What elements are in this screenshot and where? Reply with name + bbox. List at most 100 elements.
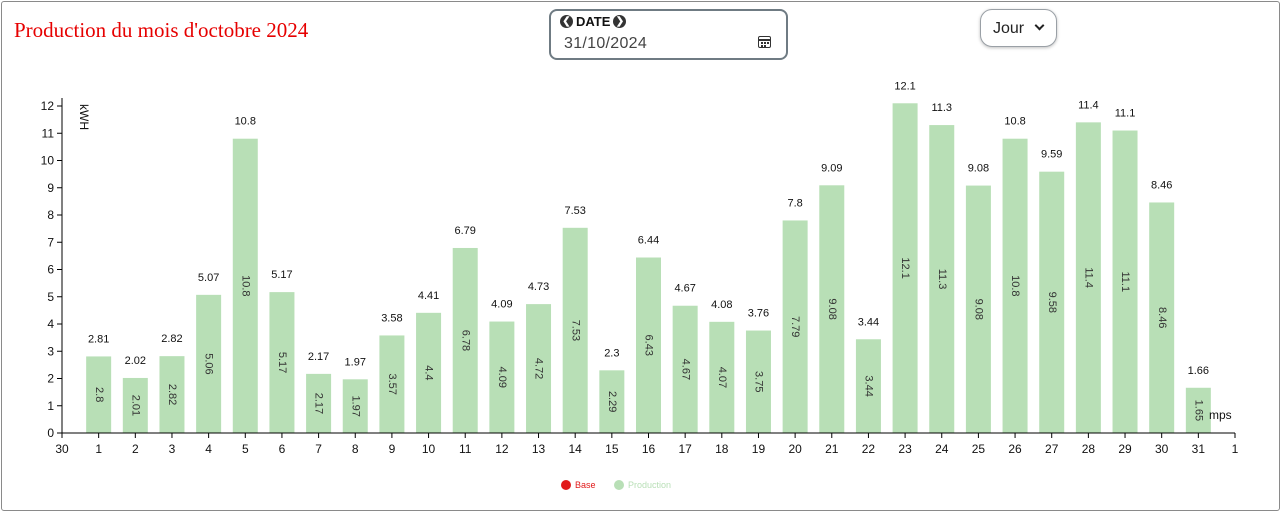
bar bbox=[1039, 171, 1065, 434]
bar bbox=[745, 330, 771, 433]
bar bbox=[1075, 122, 1101, 433]
bar-inner-label: 2.8 bbox=[93, 387, 105, 402]
bar-inner-label: 3.44 bbox=[863, 375, 875, 396]
bar-inner-label: 7.79 bbox=[789, 316, 801, 337]
bar bbox=[819, 185, 845, 433]
bar-value-label: 7.8 bbox=[787, 197, 802, 209]
x-tick-label: 25 bbox=[972, 442, 986, 456]
x-tick-label: 21 bbox=[825, 442, 839, 456]
x-tick-label: 30 bbox=[1155, 442, 1169, 456]
bar-value-label: 4.73 bbox=[528, 281, 549, 293]
bar-inner-label: 10.8 bbox=[239, 275, 251, 296]
x-tick-label: 13 bbox=[532, 442, 546, 456]
bar-value-label: 3.58 bbox=[381, 312, 402, 324]
bar-inner-label: 1.65 bbox=[1192, 400, 1204, 421]
x-tick-label: 22 bbox=[862, 442, 876, 456]
bar-value-label: 4.41 bbox=[418, 290, 439, 302]
bar-inner-label: 11.1 bbox=[1119, 271, 1131, 292]
bar-inner-label: 4.4 bbox=[423, 365, 435, 380]
calendar-icon[interactable] bbox=[758, 36, 771, 48]
bar-value-label: 4.08 bbox=[711, 299, 732, 311]
bar bbox=[269, 292, 295, 433]
y-tick-label: 8 bbox=[47, 208, 54, 222]
bar bbox=[1149, 202, 1175, 433]
bar-inner-label: 9.08 bbox=[826, 298, 838, 319]
bar-inner-label: 7.53 bbox=[569, 320, 581, 341]
date-input[interactable]: 31/10/2024 bbox=[564, 35, 648, 52]
bar-inner-label: 3.57 bbox=[386, 374, 398, 395]
x-tick-label: 27 bbox=[1045, 442, 1059, 456]
bar-inner-label: 6.78 bbox=[459, 330, 471, 351]
x-tick-label: 24 bbox=[935, 442, 949, 456]
bar bbox=[379, 335, 405, 433]
bar-inner-label: 11.3 bbox=[936, 269, 948, 290]
bar-value-label: 9.09 bbox=[821, 162, 842, 174]
x-tick-label: 11 bbox=[459, 442, 472, 456]
bar-value-label: 3.44 bbox=[858, 316, 879, 328]
x-tick-label: 1 bbox=[95, 442, 102, 456]
bar-value-label: 1.66 bbox=[1188, 365, 1209, 377]
bar bbox=[599, 370, 625, 433]
bar-value-label: 9.59 bbox=[1041, 149, 1062, 161]
bar-value-label: 2.17 bbox=[308, 351, 329, 363]
x-tick-label: 5 bbox=[242, 442, 249, 456]
x-tick-label: 23 bbox=[898, 442, 912, 456]
legend-label: Production bbox=[628, 480, 671, 490]
bar-value-label: 4.67 bbox=[674, 283, 695, 295]
legend-label: Base bbox=[575, 480, 596, 490]
x-tick-label: 19 bbox=[752, 442, 766, 456]
x-tick-label: 29 bbox=[1118, 442, 1132, 456]
bar-inner-label: 6.43 bbox=[643, 335, 655, 356]
x-tick-label: 10 bbox=[422, 442, 436, 456]
bar-value-label: 9.08 bbox=[968, 163, 989, 175]
date-picker[interactable]: ❮ DATE ❯ 31/10/2024 bbox=[549, 9, 788, 60]
y-tick-label: 6 bbox=[47, 263, 54, 277]
y-tick-label: 11 bbox=[42, 126, 55, 140]
bar-inner-label: 2.17 bbox=[313, 393, 325, 414]
x-tick-label: 4 bbox=[205, 442, 212, 456]
x-tick-label: 20 bbox=[788, 442, 802, 456]
bar-inner-label: 4.07 bbox=[716, 367, 728, 388]
period-select[interactable]: Jour bbox=[980, 9, 1057, 47]
bar bbox=[232, 138, 258, 433]
bar-inner-label: 2.01 bbox=[129, 395, 141, 416]
bar-inner-label: 8.46 bbox=[1156, 307, 1168, 328]
y-tick-label: 5 bbox=[47, 290, 54, 304]
date-label: DATE bbox=[576, 14, 611, 29]
bar-value-label: 8.46 bbox=[1151, 179, 1172, 191]
bar-inner-label: 10.8 bbox=[1009, 275, 1021, 296]
next-day-icon[interactable]: ❯ bbox=[613, 15, 627, 28]
y-tick-label: 12 bbox=[41, 99, 55, 113]
x-tick-label: 6 bbox=[279, 442, 286, 456]
bar bbox=[782, 220, 808, 433]
bar-value-label: 4.09 bbox=[491, 299, 512, 311]
previous-day-icon[interactable]: ❮ bbox=[560, 15, 573, 28]
date-header: ❮ DATE ❯ bbox=[557, 14, 629, 29]
bar-inner-label: 5.06 bbox=[203, 353, 215, 374]
x-tick-label: 16 bbox=[642, 442, 656, 456]
bar bbox=[709, 321, 735, 433]
bar-value-label: 5.17 bbox=[271, 269, 292, 281]
x-tick-label: 14 bbox=[569, 442, 583, 456]
legend-marker bbox=[561, 480, 571, 490]
y-tick-label: 2 bbox=[47, 372, 54, 386]
bar bbox=[855, 339, 881, 433]
x-tick-label: 1 bbox=[1232, 442, 1239, 456]
x-axis-label: mps bbox=[1209, 408, 1232, 422]
bar-value-label: 2.02 bbox=[125, 355, 146, 367]
bar-inner-label: 9.08 bbox=[973, 299, 985, 320]
bar bbox=[342, 379, 368, 433]
bar bbox=[965, 185, 991, 433]
y-axis-label: kWH bbox=[77, 104, 91, 130]
x-tick-label: 2 bbox=[132, 442, 139, 456]
bar-inner-label: 4.67 bbox=[679, 359, 691, 380]
bar-value-label: 10.8 bbox=[1004, 116, 1025, 128]
bar-inner-label: 11.4 bbox=[1082, 267, 1094, 288]
page-title: Production du mois d'octobre 2024 bbox=[14, 18, 309, 42]
bar-value-label: 5.07 bbox=[198, 272, 219, 284]
bar bbox=[489, 321, 515, 433]
x-tick-label: 26 bbox=[1008, 442, 1022, 456]
bar-value-label: 12.1 bbox=[894, 80, 915, 92]
